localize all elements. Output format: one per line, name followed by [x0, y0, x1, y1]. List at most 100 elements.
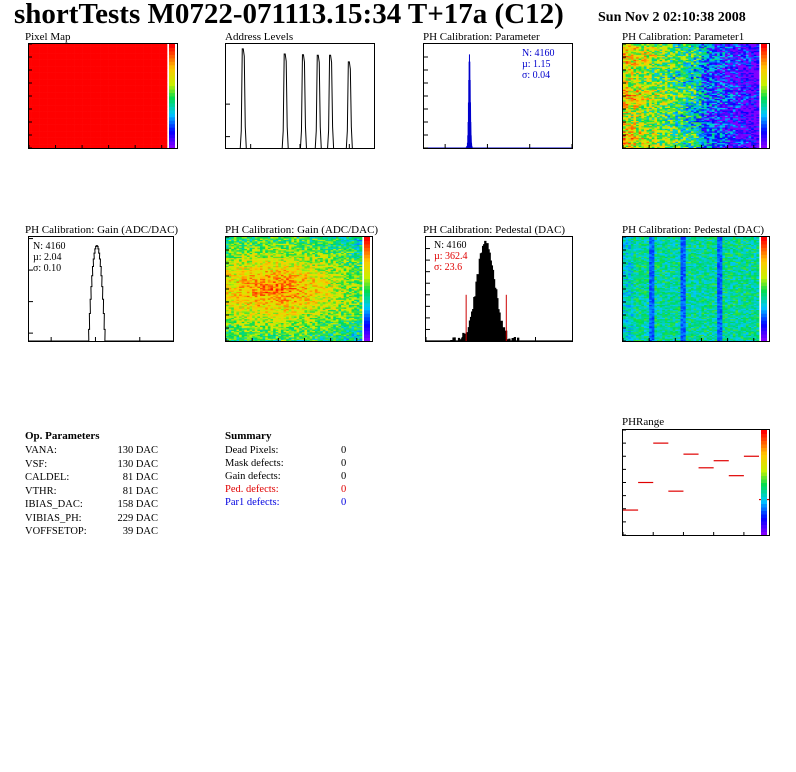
heatmap-cell: [630, 116, 634, 119]
heatmap-cell: [60, 105, 64, 107]
heatmap-cell: [98, 86, 101, 89]
heatmap-cell: [71, 116, 75, 119]
heatmap-cell: [63, 132, 67, 134]
heatmap-cell: [84, 133, 88, 136]
heatmap-cell: [116, 102, 120, 105]
heatmap-cell: [58, 114, 62, 116]
heatmap-cell: [34, 50, 38, 53]
heatmap-cell: [638, 131, 642, 133]
heatmap-cell: [127, 62, 131, 64]
heatmap-cell: [68, 141, 72, 144]
heatmap-cell: [161, 137, 165, 140]
heatmap-cell: [633, 112, 637, 115]
heatmap-cell: [143, 140, 147, 142]
heatmap-cell: [31, 131, 35, 133]
heatmap-cell: [135, 135, 139, 137]
heatmap-cell: [161, 68, 165, 71]
heatmap-cell: [643, 136, 647, 138]
heatmap-cell: [34, 97, 38, 99]
heatmap-cell: [84, 62, 88, 64]
heatmap-cell: [628, 103, 632, 106]
heatmap-cell: [143, 55, 147, 58]
heatmap-cell: [44, 49, 48, 51]
heatmap-cell: [135, 146, 139, 148]
heatmap-cell: [95, 44, 99, 46]
heatmap-cell: [119, 94, 123, 97]
heatmap-cell: [127, 125, 131, 128]
heatmap-cell: [68, 120, 72, 123]
heatmap-cell: [52, 62, 56, 64]
heatmap-cell: [148, 88, 152, 90]
heatmap-cell: [36, 57, 40, 59]
heatmap-cell: [58, 47, 62, 50]
heatmap-cell: [66, 101, 70, 103]
heatmap-cell: [68, 145, 72, 147]
heatmap-cell: [108, 119, 112, 121]
color-bar-step: [169, 92, 175, 97]
stat-n: N: 4160: [522, 48, 555, 59]
heatmap-cell: [119, 137, 123, 140]
heatmap-cell: [87, 110, 91, 112]
heatmap-cell: [29, 129, 32, 132]
heatmap-cell: [137, 59, 141, 62]
heatmap-cell: [124, 89, 128, 92]
heatmap-cell: [82, 109, 86, 111]
heatmap-cell: [50, 53, 54, 55]
heatmap-cell: [31, 77, 35, 80]
heatmap-cell: [98, 57, 101, 59]
heatmap-cell: [36, 94, 40, 97]
heatmap-cell: [159, 71, 162, 73]
heatmap-cell: [98, 107, 101, 110]
heatmap-cell: [121, 64, 125, 67]
heatmap-cell: [50, 75, 54, 77]
heatmap-cell: [625, 47, 629, 50]
heatmap-cell: [71, 124, 75, 127]
heatmap-cell: [36, 60, 40, 63]
heatmap-cell: [145, 85, 149, 88]
heatmap-cell: [74, 120, 78, 123]
heatmap-cell: [29, 44, 32, 46]
heatmap-cell: [153, 137, 157, 140]
heatmap-cell: [143, 132, 147, 134]
heatmap-cell: [132, 90, 136, 93]
heatmap-cell: [625, 60, 629, 63]
heatmap-cell: [31, 110, 35, 112]
heatmap-cell: [145, 110, 149, 112]
heatmap-cell: [39, 49, 43, 51]
heatmap-cell: [625, 71, 629, 73]
heatmap-cell: [137, 98, 141, 101]
heatmap-cell: [47, 110, 51, 112]
heatmap-cell: [95, 142, 99, 145]
heatmap-cell: [636, 83, 639, 85]
heatmap-cell: [92, 46, 96, 49]
heatmap-cell: [108, 79, 112, 81]
heatmap-cell: [140, 58, 144, 60]
heatmap-cell: [44, 125, 48, 128]
heatmap-cell: [29, 136, 32, 138]
heatmap-cell: [105, 133, 109, 136]
heatmap-cell: [108, 115, 112, 118]
heatmap-cell: [100, 142, 104, 145]
heatmap-cell: [103, 72, 107, 75]
heatmap-cell: [60, 86, 64, 89]
heatmap-cell: [87, 112, 91, 115]
heatmap-cell: [44, 103, 48, 106]
heatmap-cell: [113, 85, 117, 88]
heatmap-cell: [90, 137, 93, 140]
heatmap-cell: [98, 109, 101, 111]
heatmap-cell: [633, 145, 637, 147]
heatmap-cell: [87, 73, 91, 76]
heatmap-cell: [159, 125, 162, 128]
heatmap-cell: [52, 131, 56, 133]
heatmap-cell: [44, 46, 48, 49]
heatmap-cell: [42, 135, 46, 137]
heatmap-cell: [87, 88, 91, 90]
heatmap-cell: [638, 84, 642, 86]
heatmap-cell: [108, 89, 112, 92]
heatmap-cell: [636, 132, 639, 134]
heatmap-cell: [103, 146, 107, 148]
heatmap-cell: [50, 55, 54, 58]
heatmap-cell: [36, 47, 40, 50]
heatmap-cell: [164, 111, 168, 114]
heatmap-cell: [68, 125, 72, 128]
